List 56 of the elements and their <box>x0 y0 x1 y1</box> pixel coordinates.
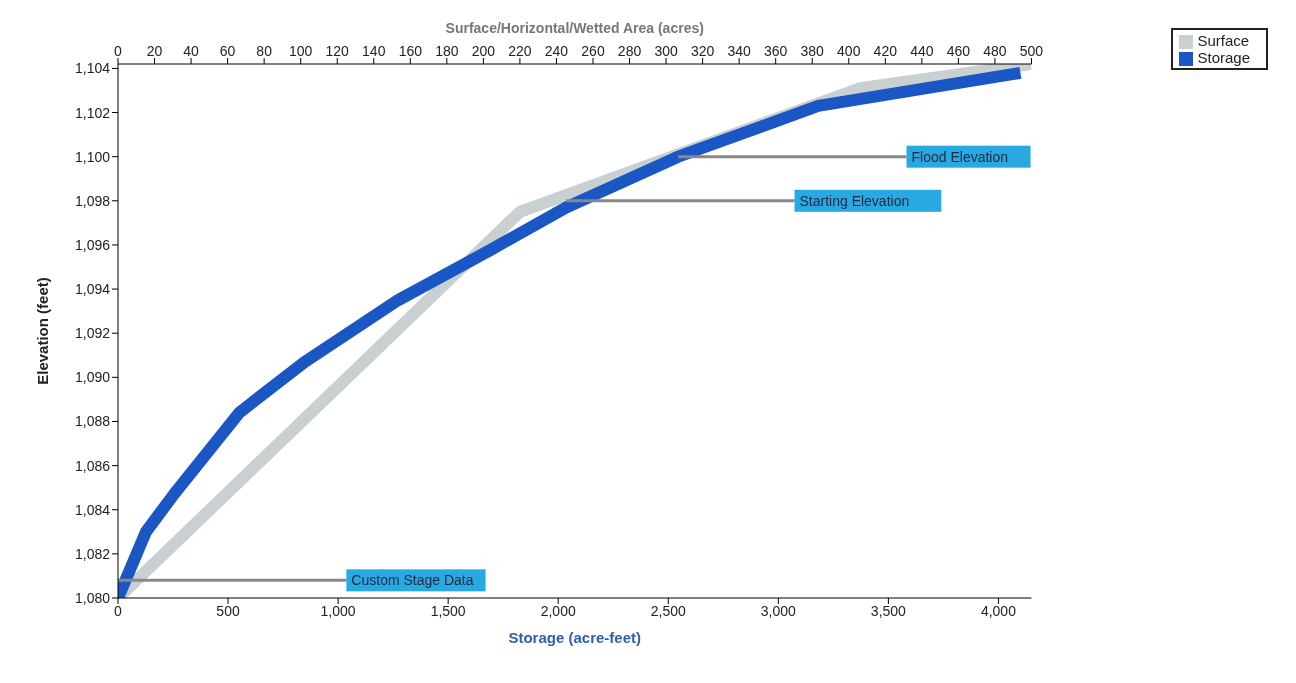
x-tick-label: 4,000 <box>980 602 1017 619</box>
x-tick-label: 2,500 <box>650 602 686 619</box>
x2-tick-label: 300 <box>654 43 678 59</box>
x2-tick-label: 160 <box>398 43 423 59</box>
x2-tick-label: 420 <box>873 43 898 59</box>
y-tick-label: 1,102 <box>74 104 111 121</box>
x2-tick-label: 100 <box>289 43 313 59</box>
y-tick-label: 1,098 <box>74 192 111 209</box>
x2-tick-label: 360 <box>764 43 788 59</box>
x2-tick-label: 400 <box>837 43 861 59</box>
x-tick-label: 1,500 <box>430 602 466 619</box>
annotation: Starting Elevation <box>799 192 910 209</box>
x-tick-label: 3,000 <box>760 602 797 619</box>
x2-tick-label: 240 <box>544 43 569 59</box>
y-tick-label: 1,100 <box>74 148 111 165</box>
legend-label: Storage <box>1197 49 1250 67</box>
x2-tick-label: 200 <box>471 43 496 59</box>
y-tick-label: 1,104 <box>74 60 111 77</box>
x-tick-label: 3,500 <box>870 602 907 619</box>
x2-axis-title: Surface/Horizontal/Wetted Area (acres) <box>445 19 704 36</box>
x2-tick-label: 140 <box>362 43 386 59</box>
x2-tick-label: 280 <box>617 43 642 59</box>
annotation: Custom Stage Data <box>351 572 474 589</box>
x2-tick-label: 220 <box>508 43 532 59</box>
x2-tick-label: 80 <box>256 43 273 59</box>
y-tick-label: 1,090 <box>74 369 111 386</box>
x2-tick-label: 60 <box>219 43 236 59</box>
x2-tick-label: 180 <box>435 43 459 59</box>
x2-tick-label: 480 <box>983 43 1007 59</box>
x2-tick-label: 460 <box>946 43 971 59</box>
annotation: Flood Elevation <box>911 148 1009 165</box>
y-tick-label: 1,088 <box>74 413 111 430</box>
y-tick-label: 1,082 <box>74 545 111 562</box>
x-tick-label: 2,000 <box>540 602 576 619</box>
legend-label: Surface <box>1197 32 1250 49</box>
y-tick-label: 1,084 <box>74 501 111 518</box>
x2-tick-label: 0 <box>114 43 123 59</box>
y-tick-label: 1,094 <box>74 281 111 298</box>
x2-tick-label: 40 <box>183 43 200 59</box>
x2-tick-label: 20 <box>146 43 163 59</box>
y-tick-label: 1,080 <box>74 589 111 606</box>
y-tick-label: 1,086 <box>74 457 111 474</box>
y-tick-label: 1,096 <box>74 236 111 253</box>
x2-tick-label: 380 <box>800 43 825 59</box>
x2-tick-label: 440 <box>910 43 934 59</box>
y-axis-title: Elevation (feet) <box>34 277 52 385</box>
x-tick-label: 500 <box>216 602 240 619</box>
x2-tick-label: 500 <box>1019 43 1044 59</box>
x2-tick-label: 120 <box>325 43 350 59</box>
x2-tick-label: 260 <box>581 43 605 59</box>
x2-tick-label: 340 <box>727 43 752 59</box>
x-tick-label: 0 <box>114 602 123 619</box>
x-axis-title: Storage (acre-feet) <box>508 629 641 646</box>
x-tick-label: 1,000 <box>320 602 356 619</box>
x2-tick-label: 320 <box>690 43 715 59</box>
y-tick-label: 1,092 <box>74 325 111 342</box>
